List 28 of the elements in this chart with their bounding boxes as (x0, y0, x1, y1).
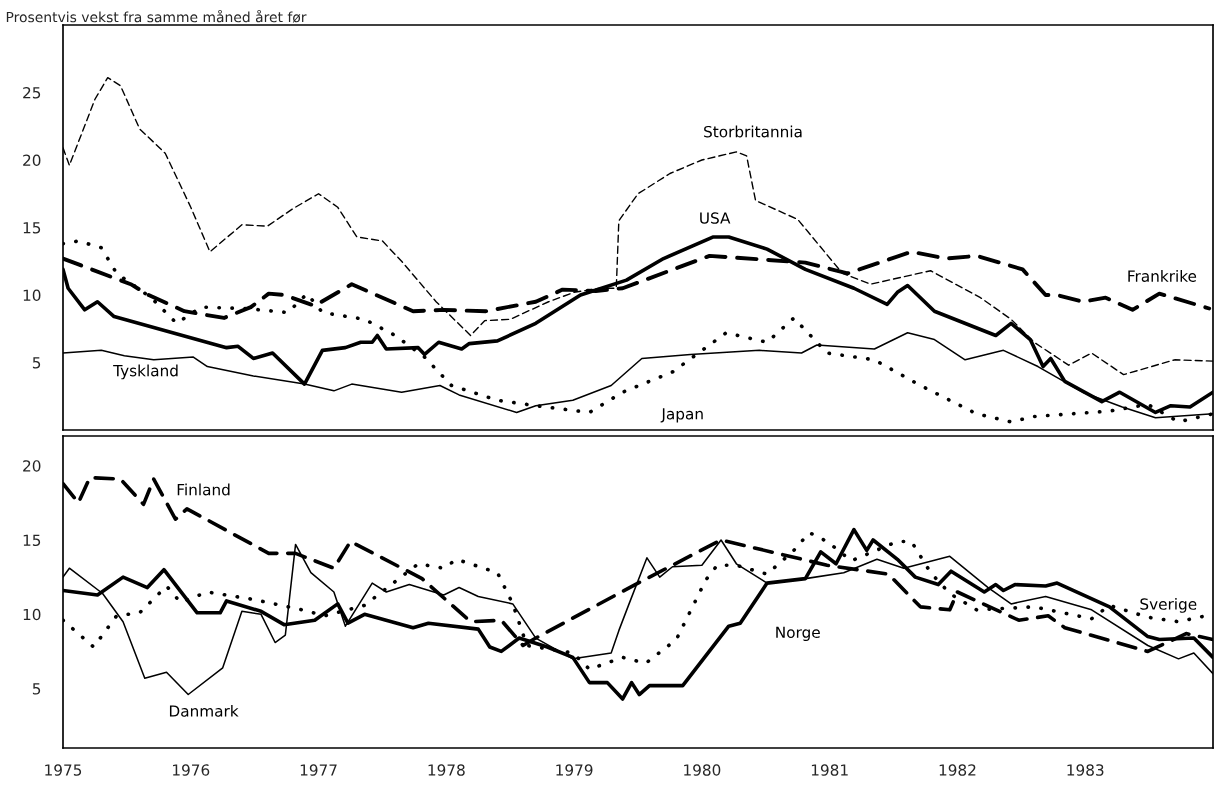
series-label: Danmark (169, 704, 239, 717)
y-tick-label: 25 (23, 86, 41, 99)
x-tick-label: 1979 (556, 764, 593, 776)
series-label: USA (700, 212, 731, 224)
y-tick-label: 15 (23, 534, 41, 547)
text: Norge (776, 626, 820, 641)
x-tick-label: 1977 (300, 764, 337, 776)
x-tick-label: 1975 (45, 764, 82, 776)
x-tick-label: 1978 (428, 764, 465, 776)
y-tick-label: 5 (32, 357, 41, 369)
x-tick-label: 1982 (939, 764, 976, 776)
series-label: Finland (177, 483, 230, 496)
y-tick-label: 20 (23, 460, 41, 472)
series-label: Tyskland (113, 364, 178, 380)
y-tick-label: 15 (23, 222, 41, 234)
x-tick-label: 1976 (173, 764, 210, 776)
x-tick-label: 1980 (684, 764, 721, 776)
y-tick-label: 10 (23, 608, 41, 621)
y-tick-label: 10 (23, 289, 41, 302)
series-label: Frankrike (1128, 270, 1197, 282)
y-tick-label: 20 (23, 154, 41, 167)
x-tick-label: 1981 (811, 764, 848, 776)
series-label: Sverige (1140, 597, 1197, 613)
series-label: Storbritannia (704, 125, 802, 138)
x-tick-label: 1983 (1067, 764, 1104, 776)
y-tick-label: 5 (32, 683, 41, 695)
series-label: Japan (660, 408, 703, 423)
chart-title: Prosentvis vekst fra samme måned året før (6, 9, 307, 23)
